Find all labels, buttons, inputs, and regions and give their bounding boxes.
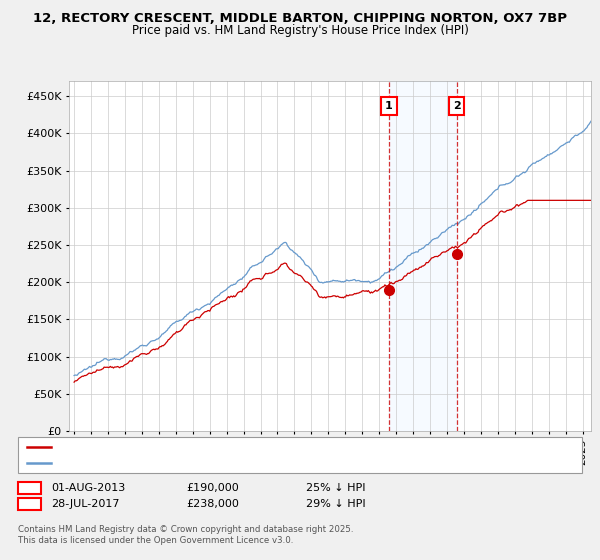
Bar [389,81,457,431]
Text: 2: 2 [453,101,461,111]
Text: 12, RECTORY CRESCENT, MIDDLE BARTON, CHIPPING NORTON, OX7 7BP: 12, RECTORY CRESCENT, MIDDLE BARTON, CHI… [33,12,567,25]
Text: £238,000: £238,000 [186,499,239,509]
Text: 2: 2 [26,499,33,509]
Text: 1: 1 [385,101,393,111]
Text: 28-JUL-2017: 28-JUL-2017 [51,499,119,509]
Text: HPI: Average price, semi-detached house, West Oxfordshire: HPI: Average price, semi-detached house,… [57,459,341,468]
Text: £190,000: £190,000 [186,483,239,493]
Text: Contains HM Land Registry data © Crown copyright and database right 2025.
This d: Contains HM Land Registry data © Crown c… [18,525,353,545]
Text: 01-AUG-2013: 01-AUG-2013 [51,483,125,493]
Text: 1: 1 [26,483,33,493]
Text: 12, RECTORY CRESCENT, MIDDLE BARTON, CHIPPING NORTON, OX7 7BP (semi-detached hou: 12, RECTORY CRESCENT, MIDDLE BARTON, CHI… [57,442,506,451]
Text: 29% ↓ HPI: 29% ↓ HPI [306,499,365,509]
Text: 25% ↓ HPI: 25% ↓ HPI [306,483,365,493]
Text: Price paid vs. HM Land Registry's House Price Index (HPI): Price paid vs. HM Land Registry's House … [131,24,469,36]
